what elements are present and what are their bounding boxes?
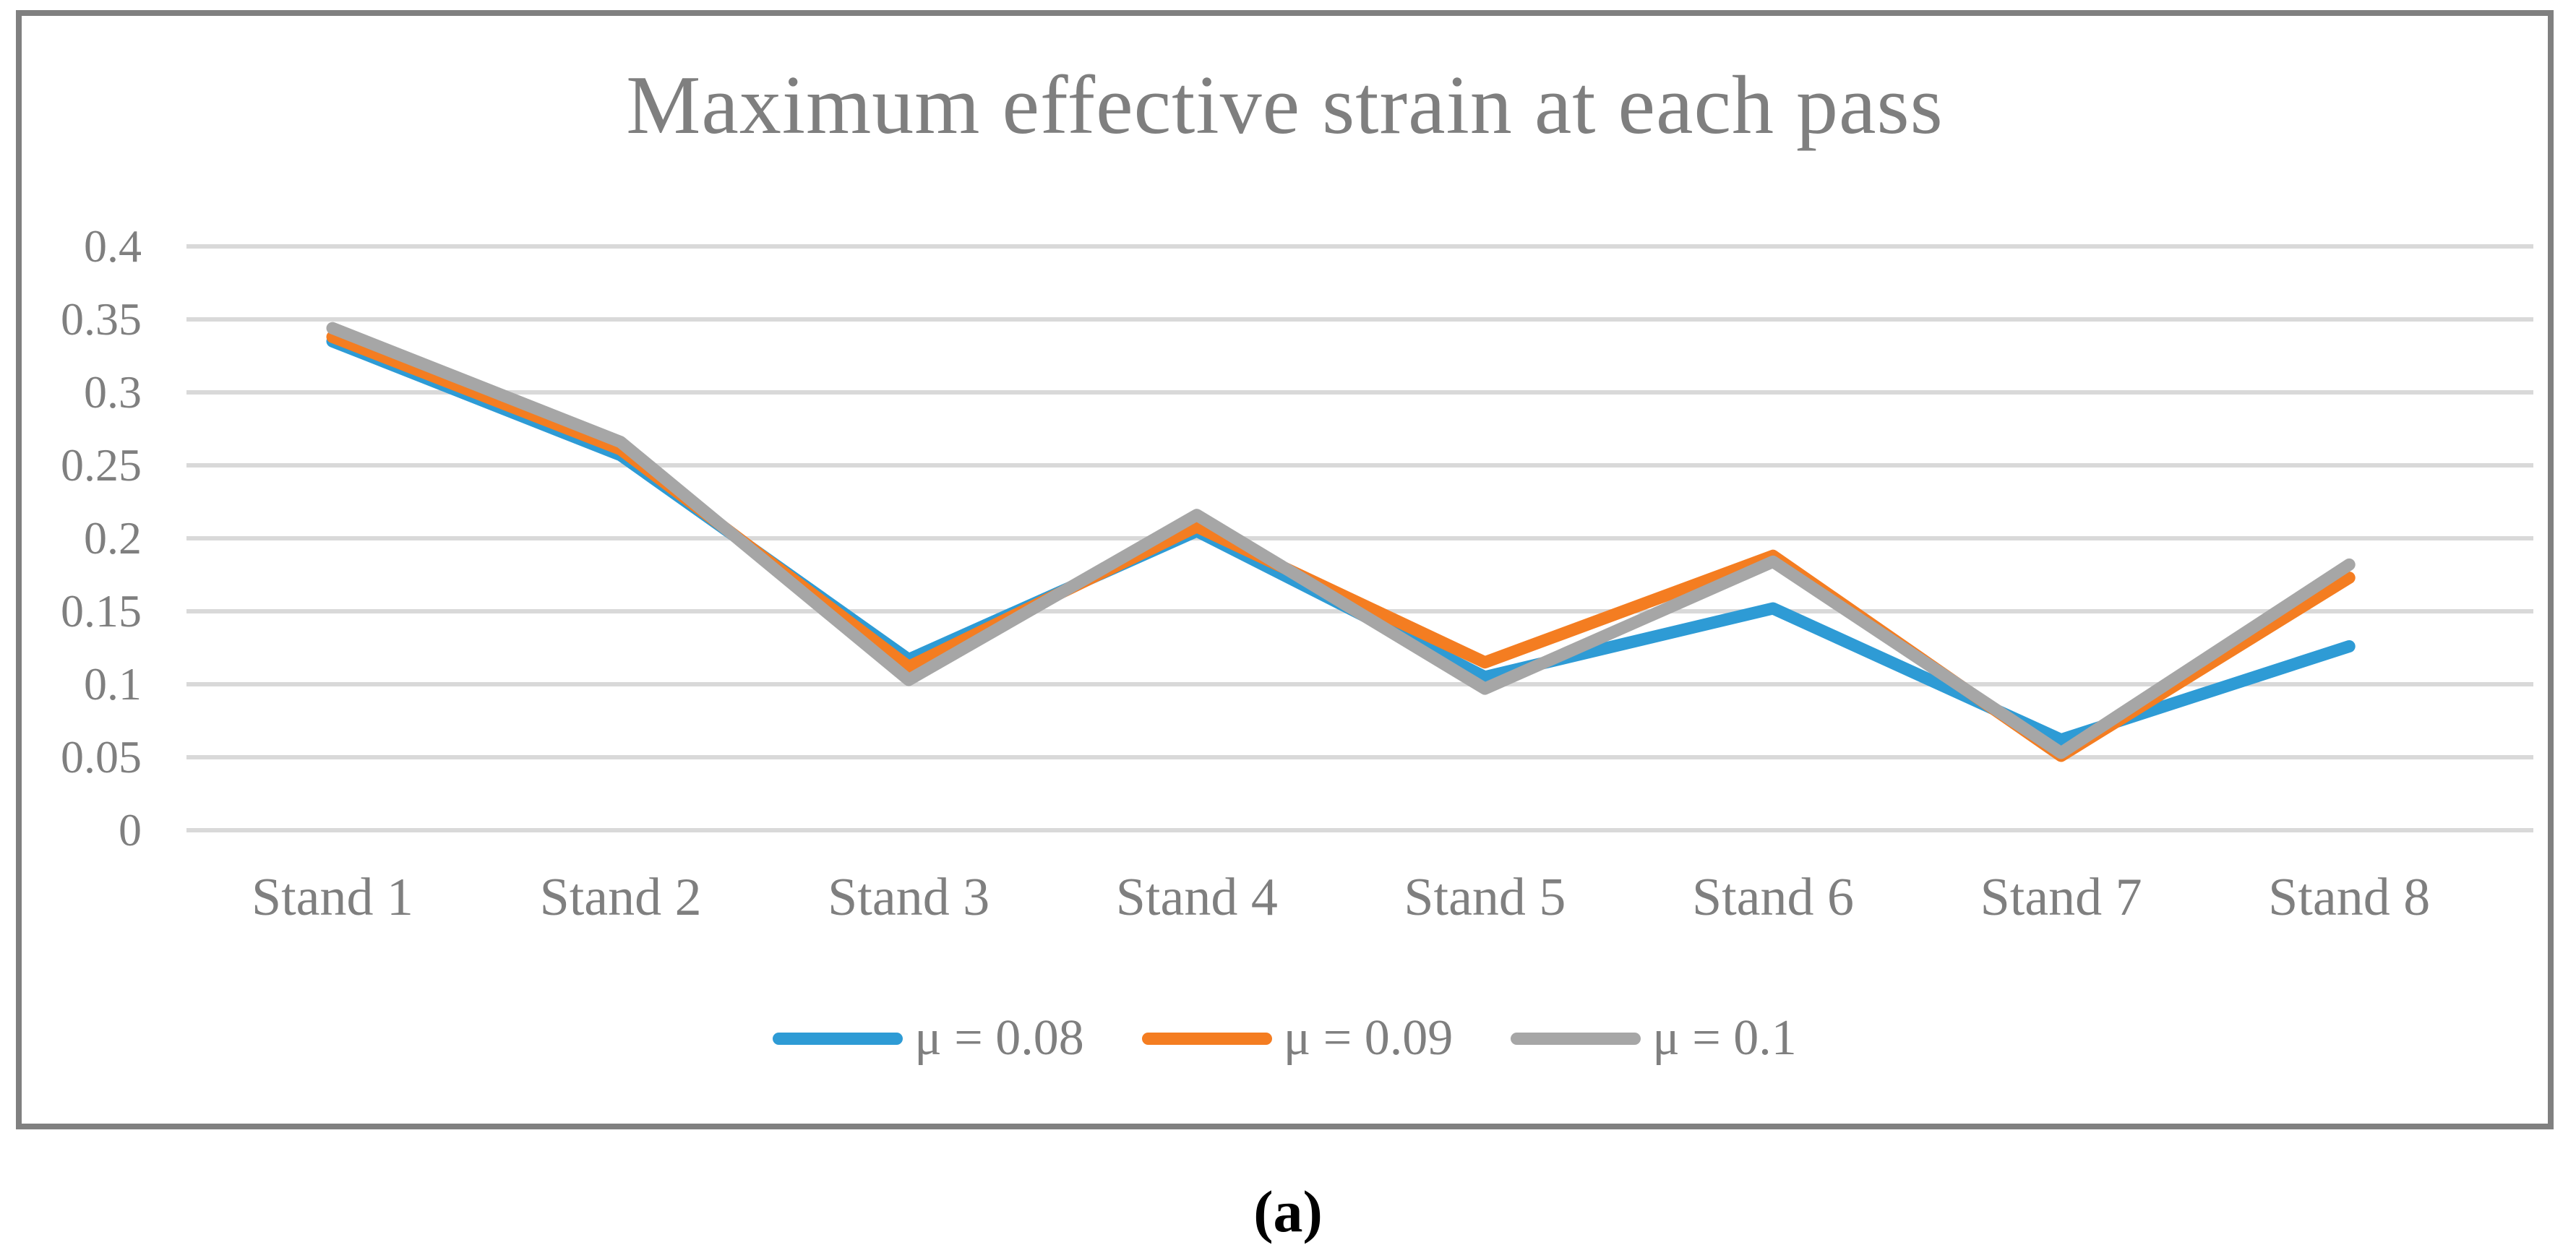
y-axis-tick-label: 0.2 <box>84 512 142 564</box>
figure-caption: (a) <box>1253 1179 1323 1244</box>
y-axis-tick-label: 0.3 <box>84 366 142 418</box>
legend-swatch <box>773 1032 903 1045</box>
x-axis-tick-label: Stand 3 <box>828 868 990 927</box>
legend-item-0: μ = 0.08 <box>773 1009 1084 1067</box>
x-axis-tick-label: Stand 1 <box>251 868 414 927</box>
x-axis-tick-label: Stand 7 <box>1980 868 2142 927</box>
y-axis-tick-label: 0.05 <box>61 731 142 783</box>
legend-label: μ = 0.08 <box>914 1010 1084 1066</box>
x-axis-tick-label: Stand 6 <box>1691 868 1855 927</box>
y-axis-tick-label: 0.1 <box>84 658 142 710</box>
legend-swatch <box>1511 1032 1641 1045</box>
legend-item-1: μ = 0.09 <box>1141 1009 1454 1067</box>
legend-swatch <box>1141 1032 1272 1045</box>
x-axis-tick-label: Stand 4 <box>1115 868 1278 927</box>
x-axis-tick-label: Stand 5 <box>1404 868 1566 927</box>
chart-frame <box>16 10 2554 1129</box>
x-axis-tick-label: Stand 2 <box>539 868 702 927</box>
x-axis-tick-label: Stand 8 <box>2268 868 2431 927</box>
chart-title: Maximum effective strain at each pass <box>626 59 1944 152</box>
legend: μ = 0.08 μ = 0.09 μ = 0.1 <box>16 1006 2554 1071</box>
legend-label: μ = 0.09 <box>1283 1010 1454 1066</box>
y-axis-tick-label: 0.35 <box>61 293 142 345</box>
y-axis-tick-label: 0 <box>119 804 142 856</box>
y-axis-tick-label: 0.25 <box>61 439 142 491</box>
y-axis-tick-label: 0.15 <box>61 585 142 637</box>
legend-label: μ = 0.1 <box>1652 1010 1797 1066</box>
y-axis-tick-label: 0.4 <box>84 220 142 272</box>
legend-item-2: μ = 0.1 <box>1511 1009 1797 1067</box>
